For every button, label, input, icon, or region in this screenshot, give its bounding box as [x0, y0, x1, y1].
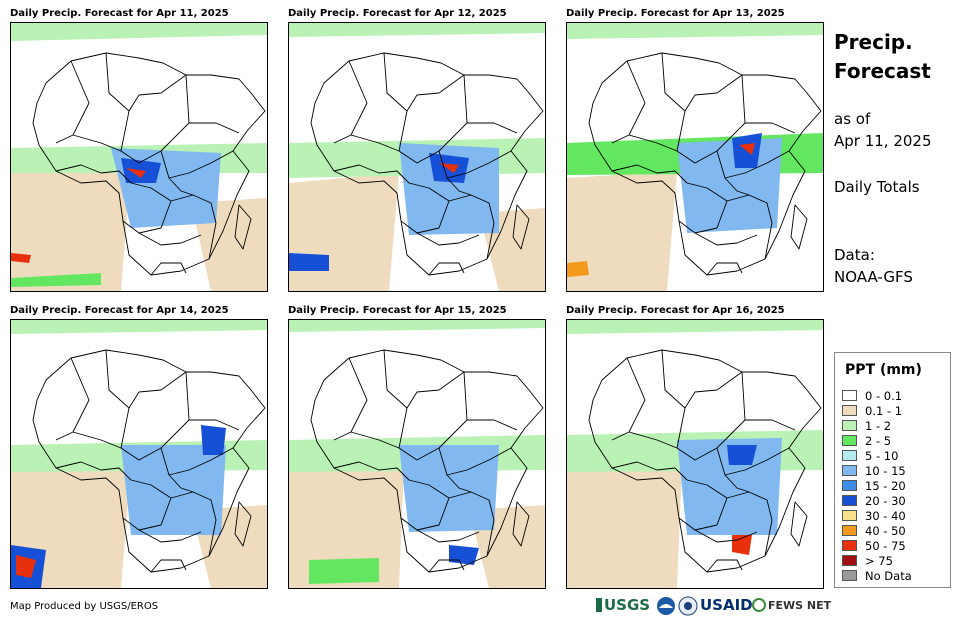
legend-label: 1 - 2 [865, 419, 892, 433]
doc-seal-icon [678, 596, 698, 616]
panel-title: Daily Precip. Forecast for Apr 15, 2025 [288, 305, 507, 316]
legend-swatch [842, 525, 857, 536]
forecast-title: Precip. Forecast [834, 28, 931, 86]
data-source: NOAA-GFS [834, 268, 913, 286]
panel-title: Daily Precip. Forecast for Apr 14, 2025 [10, 305, 229, 316]
legend-label: 30 - 40 [865, 509, 906, 523]
as-of-block: as of Apr 11, 2025 [834, 108, 932, 152]
as-of-date: Apr 11, 2025 [834, 132, 932, 150]
legend-item: No Data [842, 569, 947, 583]
legend-label: 5 - 10 [865, 449, 899, 463]
legend-item: 0 - 0.1 [842, 389, 947, 403]
forecast-panel: Daily Precip. Forecast for Apr 13, 2025 [566, 8, 824, 298]
title-line-2: Forecast [834, 59, 931, 83]
legend-label: > 75 [865, 554, 893, 568]
legend-swatch [842, 405, 857, 416]
agency-logos: USGS USAID FEWS NET [596, 596, 836, 620]
precip-map [10, 22, 268, 292]
legend-label: 40 - 50 [865, 524, 906, 538]
noaa-logo [656, 596, 676, 618]
panel-title: Daily Precip. Forecast for Apr 11, 2025 [10, 8, 229, 19]
legend-item: 40 - 50 [842, 524, 947, 538]
title-line-1: Precip. [834, 30, 913, 54]
noaa-icon [657, 597, 675, 615]
precip-map [288, 319, 546, 589]
legend-item: 10 - 15 [842, 464, 947, 478]
legend-item: 15 - 20 [842, 479, 947, 493]
globe-icon [752, 598, 766, 612]
forecast-panel: Daily Precip. Forecast for Apr 12, 2025 [288, 8, 546, 298]
fewsnet-logo: FEWS NET [752, 596, 831, 618]
forecast-panel: Daily Precip. Forecast for Apr 14, 2025 [10, 305, 268, 595]
legend-item: > 75 [842, 554, 947, 568]
legend-swatch [842, 420, 857, 431]
fewsnet-label: FEWS NET [768, 599, 832, 612]
precip-map [566, 319, 824, 589]
legend-swatch [842, 435, 857, 446]
data-label: Data: [834, 246, 875, 264]
legend-item: 5 - 10 [842, 449, 947, 463]
precip-map [566, 22, 824, 292]
legend-swatch [842, 390, 857, 401]
legend-label: 0 - 0.1 [865, 389, 903, 403]
legend-swatch [842, 570, 857, 581]
legend-swatch [842, 450, 857, 461]
forecast-panel: Daily Precip. Forecast for Apr 16, 2025 [566, 305, 824, 595]
legend-swatch [842, 480, 857, 491]
legend-swatch [842, 540, 857, 551]
legend-label: 15 - 20 [865, 479, 906, 493]
forecast-panel: Daily Precip. Forecast for Apr 11, 2025 [10, 8, 268, 298]
legend-label: 10 - 15 [865, 464, 906, 478]
panel-title: Daily Precip. Forecast for Apr 13, 2025 [566, 8, 785, 19]
legend-item: 2 - 5 [842, 434, 947, 448]
legend-label: 0.1 - 1 [865, 404, 903, 418]
usgs-logo: USGS [596, 596, 650, 618]
precip-map [10, 319, 268, 589]
legend-swatch [842, 495, 857, 506]
legend-label: 2 - 5 [865, 434, 892, 448]
legend-item: 20 - 30 [842, 494, 947, 508]
legend-label: 50 - 75 [865, 539, 906, 553]
forecast-panel: Daily Precip. Forecast for Apr 15, 2025 [288, 305, 546, 595]
doc-logo [678, 596, 698, 618]
legend-item: 0.1 - 1 [842, 404, 947, 418]
totals-label: Daily Totals [834, 178, 920, 196]
legend-swatch [842, 555, 857, 566]
legend-item: 50 - 75 [842, 539, 947, 553]
panel-title: Daily Precip. Forecast for Apr 16, 2025 [566, 305, 785, 316]
legend-item: 1 - 2 [842, 419, 947, 433]
usaid-logo: USAID [700, 596, 753, 614]
panel-title: Daily Precip. Forecast for Apr 12, 2025 [288, 8, 507, 19]
legend-label: No Data [865, 569, 912, 583]
usgs-icon [596, 598, 602, 612]
usgs-label: USGS [604, 596, 651, 614]
legend-item: 30 - 40 [842, 509, 947, 523]
legend-label: 20 - 30 [865, 494, 906, 508]
legend-title: PPT (mm) [845, 362, 922, 378]
data-source-block: Data: NOAA-GFS [834, 244, 913, 288]
legend-swatch [842, 465, 857, 476]
as-of-label: as of [834, 110, 871, 128]
precip-map [288, 22, 546, 292]
map-credit: Map Produced by USGS/EROS [10, 601, 159, 612]
legend-swatch [842, 510, 857, 521]
